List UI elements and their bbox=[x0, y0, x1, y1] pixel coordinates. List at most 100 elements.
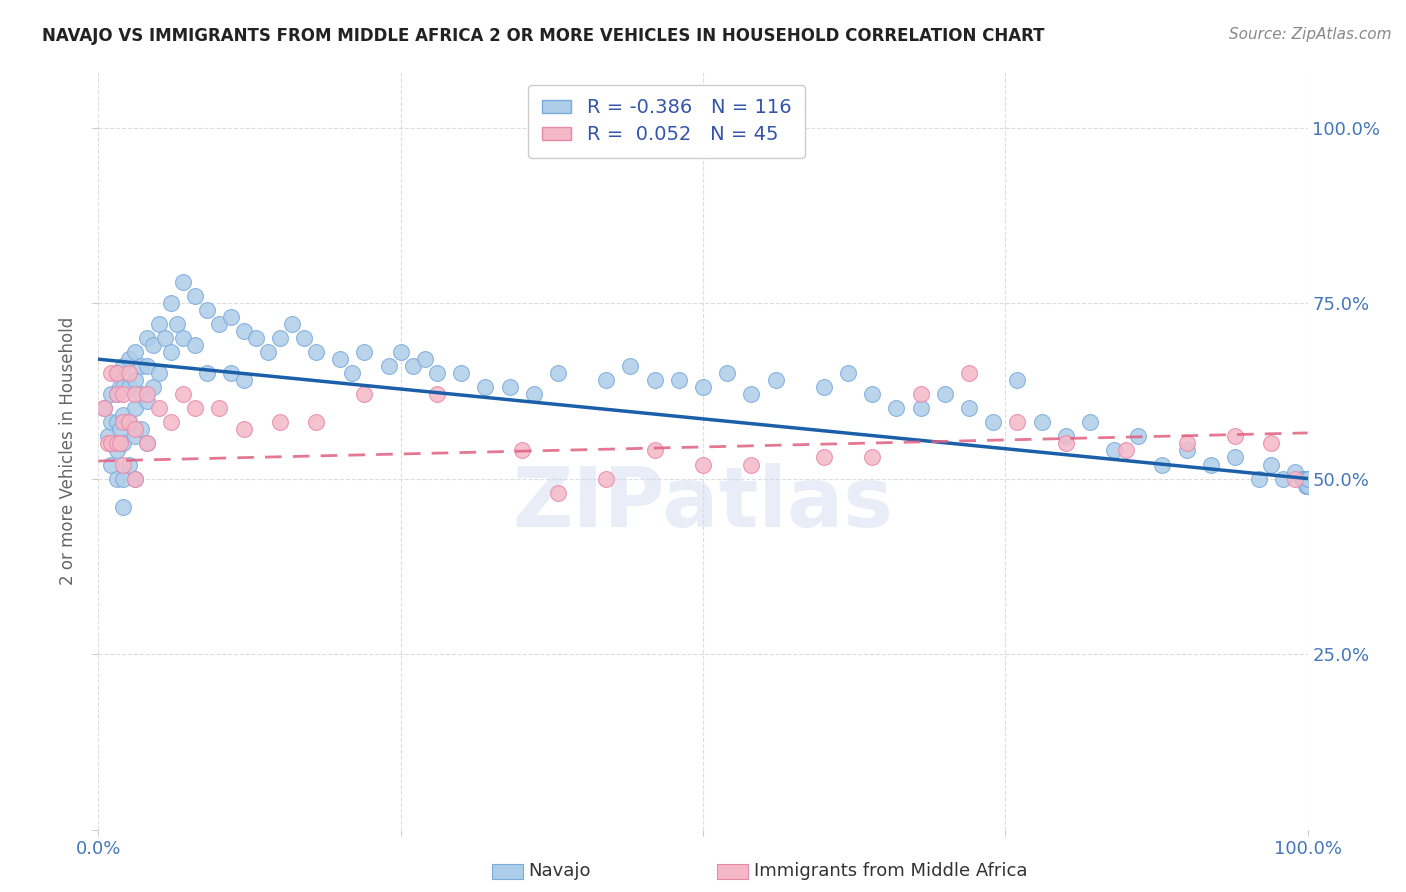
Point bbox=[619, 359, 641, 374]
Text: NAVAJO VS IMMIGRANTS FROM MIDDLE AFRICA 2 OR MORE VEHICLES IN HOUSEHOLD CORRELAT: NAVAJO VS IMMIGRANTS FROM MIDDLE AFRICA … bbox=[42, 27, 1045, 45]
Point bbox=[245, 331, 267, 345]
Point bbox=[1272, 471, 1295, 485]
Point bbox=[910, 387, 932, 401]
Point bbox=[269, 331, 291, 345]
Point bbox=[232, 373, 254, 387]
Point bbox=[353, 345, 375, 359]
Point bbox=[1007, 416, 1029, 430]
Point bbox=[172, 275, 194, 289]
Point bbox=[100, 366, 122, 380]
Point bbox=[1296, 478, 1319, 492]
Point bbox=[100, 416, 122, 430]
Point bbox=[1260, 436, 1282, 450]
Point bbox=[93, 401, 115, 416]
Point bbox=[100, 458, 122, 472]
Point bbox=[1223, 429, 1246, 443]
Point bbox=[510, 443, 533, 458]
Point bbox=[153, 331, 176, 345]
Point bbox=[184, 338, 207, 352]
Point bbox=[1031, 416, 1053, 430]
Point bbox=[105, 387, 128, 401]
Point bbox=[342, 366, 364, 380]
Point bbox=[402, 359, 425, 374]
Point bbox=[269, 416, 291, 430]
Point bbox=[389, 345, 412, 359]
Point bbox=[957, 366, 980, 380]
Point bbox=[1152, 458, 1174, 472]
Point bbox=[329, 352, 352, 367]
Point bbox=[100, 387, 122, 401]
Point bbox=[1175, 436, 1198, 450]
Point bbox=[124, 422, 146, 436]
Point bbox=[292, 331, 315, 345]
Point bbox=[111, 359, 134, 374]
Point bbox=[1296, 478, 1319, 492]
Point bbox=[413, 352, 436, 367]
Point bbox=[118, 416, 141, 430]
Point bbox=[105, 436, 128, 450]
Point bbox=[523, 387, 546, 401]
Point bbox=[860, 387, 883, 401]
Point bbox=[1296, 478, 1319, 492]
Point bbox=[105, 387, 128, 401]
Point bbox=[426, 387, 449, 401]
Point bbox=[129, 422, 152, 436]
Point bbox=[148, 317, 170, 331]
Text: Immigrants from Middle Africa: Immigrants from Middle Africa bbox=[754, 863, 1028, 880]
Point bbox=[172, 387, 194, 401]
Point bbox=[172, 331, 194, 345]
Point bbox=[426, 366, 449, 380]
Point bbox=[208, 401, 231, 416]
Point bbox=[184, 401, 207, 416]
Point bbox=[129, 359, 152, 374]
Point bbox=[1296, 471, 1319, 485]
Point bbox=[160, 416, 183, 430]
Point bbox=[498, 380, 520, 394]
Point bbox=[692, 380, 714, 394]
Point bbox=[93, 401, 115, 416]
Point bbox=[1102, 443, 1125, 458]
Point bbox=[547, 485, 569, 500]
Point bbox=[124, 471, 146, 485]
Point bbox=[142, 338, 165, 352]
Point bbox=[1284, 471, 1306, 485]
Point bbox=[910, 401, 932, 416]
Point bbox=[595, 471, 617, 485]
Point bbox=[105, 443, 128, 458]
Text: Source: ZipAtlas.com: Source: ZipAtlas.com bbox=[1229, 27, 1392, 42]
Point bbox=[124, 373, 146, 387]
Point bbox=[118, 380, 141, 394]
Point bbox=[957, 401, 980, 416]
Point bbox=[124, 471, 146, 485]
Text: Navajo: Navajo bbox=[529, 863, 591, 880]
Point bbox=[1296, 471, 1319, 485]
Point bbox=[195, 303, 218, 318]
Point bbox=[886, 401, 908, 416]
Point bbox=[108, 380, 131, 394]
Point bbox=[256, 345, 278, 359]
Point bbox=[1249, 471, 1271, 485]
Point bbox=[105, 366, 128, 380]
Point bbox=[1291, 471, 1313, 485]
Point bbox=[195, 366, 218, 380]
Point bbox=[1115, 443, 1137, 458]
Point bbox=[111, 380, 134, 394]
Point bbox=[595, 373, 617, 387]
Point bbox=[135, 387, 157, 401]
Point bbox=[135, 436, 157, 450]
Point bbox=[232, 324, 254, 338]
Point bbox=[221, 366, 243, 380]
Point bbox=[740, 387, 762, 401]
Point bbox=[1054, 429, 1077, 443]
Point bbox=[135, 331, 157, 345]
Point bbox=[135, 436, 157, 450]
Point bbox=[1175, 443, 1198, 458]
Point bbox=[105, 416, 128, 430]
Point bbox=[981, 416, 1004, 430]
Point bbox=[1223, 450, 1246, 465]
Point bbox=[1007, 373, 1029, 387]
Point bbox=[160, 296, 183, 310]
Point bbox=[1296, 471, 1319, 485]
Point bbox=[377, 359, 399, 374]
Point bbox=[160, 345, 183, 359]
